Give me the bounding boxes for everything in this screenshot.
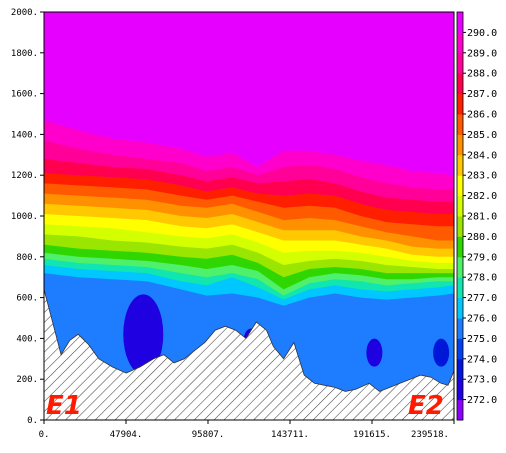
x-tick-label: 95807.: [192, 430, 225, 440]
colorbar-label: 284.0: [467, 150, 497, 161]
y-tick-label: 0.: [27, 416, 38, 426]
colorbar-label: 289.0: [467, 48, 497, 59]
colorbar-label: 274.0: [467, 354, 497, 365]
colorbar-label: 285.0: [467, 130, 497, 141]
colorbar-swatch: [457, 32, 463, 54]
colorbar-label: 283.0: [467, 171, 497, 182]
colorbar-label: 290.0: [467, 28, 497, 39]
colorbar-swatch: [457, 52, 463, 74]
y-tick-label: 200.: [16, 375, 38, 385]
colorbar: 272.0 273.0 274.0 275.0 276.0 277.0 278.0 279.0…: [456, 11, 497, 421]
corner-label-left: E1: [46, 391, 82, 421]
colorbar-swatch: [457, 12, 463, 33]
colorbar-swatch: [457, 93, 463, 115]
y-tick-label: 800.: [16, 253, 38, 263]
colorbar-label: 275.0: [467, 334, 497, 345]
y-tick-label: 1600.: [11, 90, 38, 100]
cold-pool-1: [123, 294, 164, 375]
colorbar-swatch: [457, 338, 463, 360]
colorbar-swatch: [457, 216, 463, 237]
cold-pool-3: [366, 338, 383, 367]
colorbar-swatch: [457, 277, 463, 299]
colorbar-label: 279.0: [467, 252, 497, 263]
colorbar-swatch: [457, 256, 463, 278]
colorbar-swatch: [457, 114, 463, 135]
cold-pool-4: [433, 338, 450, 367]
y-tick-label: 600.: [16, 294, 38, 304]
terrain-mask: [44, 289, 454, 420]
colorbar-label: 276.0: [467, 314, 497, 325]
corner-label-right: E2: [408, 391, 444, 421]
x-tick-label: 239518.: [411, 430, 449, 440]
y-axis: 0. 200. 400. 600. 800. 1000. 1200. 1400. 1600. 18…: [11, 8, 44, 426]
colorbar-label: 272.0: [467, 395, 497, 406]
band-290: [44, 12, 454, 176]
colorbar-swatch: [457, 195, 463, 217]
colorbar-label: 287.0: [467, 89, 497, 100]
y-tick-label: 1200.: [11, 171, 38, 181]
terrain-profile: [44, 289, 454, 420]
colorbar-label: 280.0: [467, 232, 497, 243]
colorbar-label: 277.0: [467, 293, 497, 304]
colorbar-label: 286.0: [467, 110, 497, 121]
colorbar-label: 278.0: [467, 273, 497, 284]
contour-fills: [44, 12, 454, 420]
colorbar-label: 281.0: [467, 212, 497, 223]
colorbar-swatch: [457, 399, 463, 421]
colorbar-label: 288.0: [467, 69, 497, 80]
x-tick-label: 143711.: [271, 430, 309, 440]
y-tick-label: 1800.: [11, 49, 38, 59]
colorbar-swatch: [457, 379, 463, 401]
colorbar-label: 273.0: [467, 375, 497, 386]
colorbar-swatch: [457, 318, 463, 339]
y-tick-label: 1000.: [11, 212, 38, 222]
colorbar-swatch: [457, 134, 463, 156]
colorbar-swatch: [457, 175, 463, 197]
x-tick-label: 47904.: [110, 430, 143, 440]
x-tick-label: 191615.: [353, 430, 391, 440]
colorbar-swatch: [457, 358, 463, 380]
x-tick-label: 0.: [39, 430, 50, 440]
colorbar-swatch: [457, 297, 463, 319]
colorbar-swatch: [457, 236, 463, 258]
x-axis: 0. 47904. 95807. 143711. 191615. 239518.: [39, 420, 455, 440]
y-tick-label: 400.: [16, 334, 38, 344]
colorbar-swatch: [457, 73, 463, 95]
y-tick-label: 1400.: [11, 130, 38, 140]
y-tick-label: 2000.: [11, 8, 38, 18]
colorbar-swatch: [457, 154, 463, 176]
colorbar-label: 282.0: [467, 191, 497, 202]
